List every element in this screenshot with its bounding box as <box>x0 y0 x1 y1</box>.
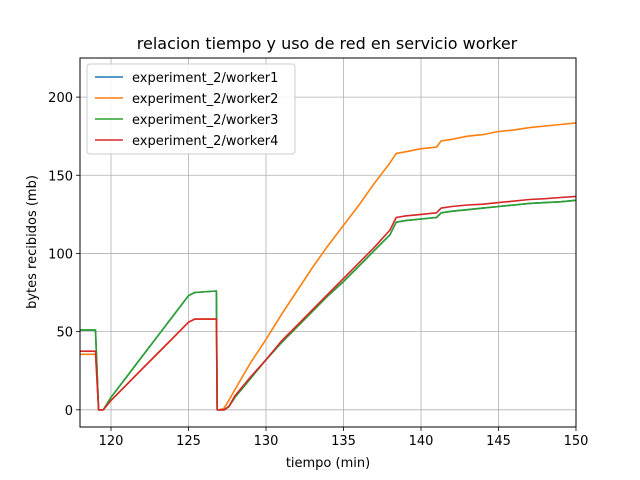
legend-label: experiment_2/worker1 <box>132 71 278 86</box>
y-tick-label: 50 <box>56 326 73 341</box>
legend-label: experiment_2/worker2 <box>132 92 278 107</box>
series-line-1 <box>80 199 576 411</box>
legend-box <box>86 63 296 155</box>
x-tick-label: 145 <box>486 434 511 449</box>
x-tick-label: 120 <box>99 434 124 449</box>
x-tick-label: 125 <box>176 434 201 449</box>
y-tick-label: 200 <box>48 91 73 106</box>
legend-label: experiment_2/worker3 <box>132 113 278 128</box>
series-line-4 <box>80 195 576 411</box>
legend-label: experiment_2/worker4 <box>132 134 278 149</box>
x-axis-label: tiempo (min) <box>286 456 370 471</box>
series-line-2 <box>80 122 576 411</box>
x-axis: 120 125 130 135 140 145 150 <box>99 427 589 449</box>
plot-frame <box>79 57 577 428</box>
x-tick-label: 140 <box>409 434 434 449</box>
y-tick-label: 0 <box>65 404 73 419</box>
legend: experiment_2/worker1 experiment_2/worker2… <box>86 63 296 155</box>
x-tick-label: 150 <box>564 434 589 449</box>
y-axis-label: bytes recibidos (mb) <box>25 175 40 309</box>
x-tick-label: 135 <box>331 434 356 449</box>
y-axis: 0 50 100 150 200 <box>48 91 80 419</box>
series-layer <box>80 122 576 411</box>
y-tick-label: 150 <box>48 169 73 184</box>
y-tick-label: 100 <box>48 247 73 262</box>
series-line-3 <box>80 199 576 411</box>
x-tick-label: 130 <box>254 434 279 449</box>
chart-title: relacion tiempo y uso de red en servicio… <box>137 34 518 53</box>
